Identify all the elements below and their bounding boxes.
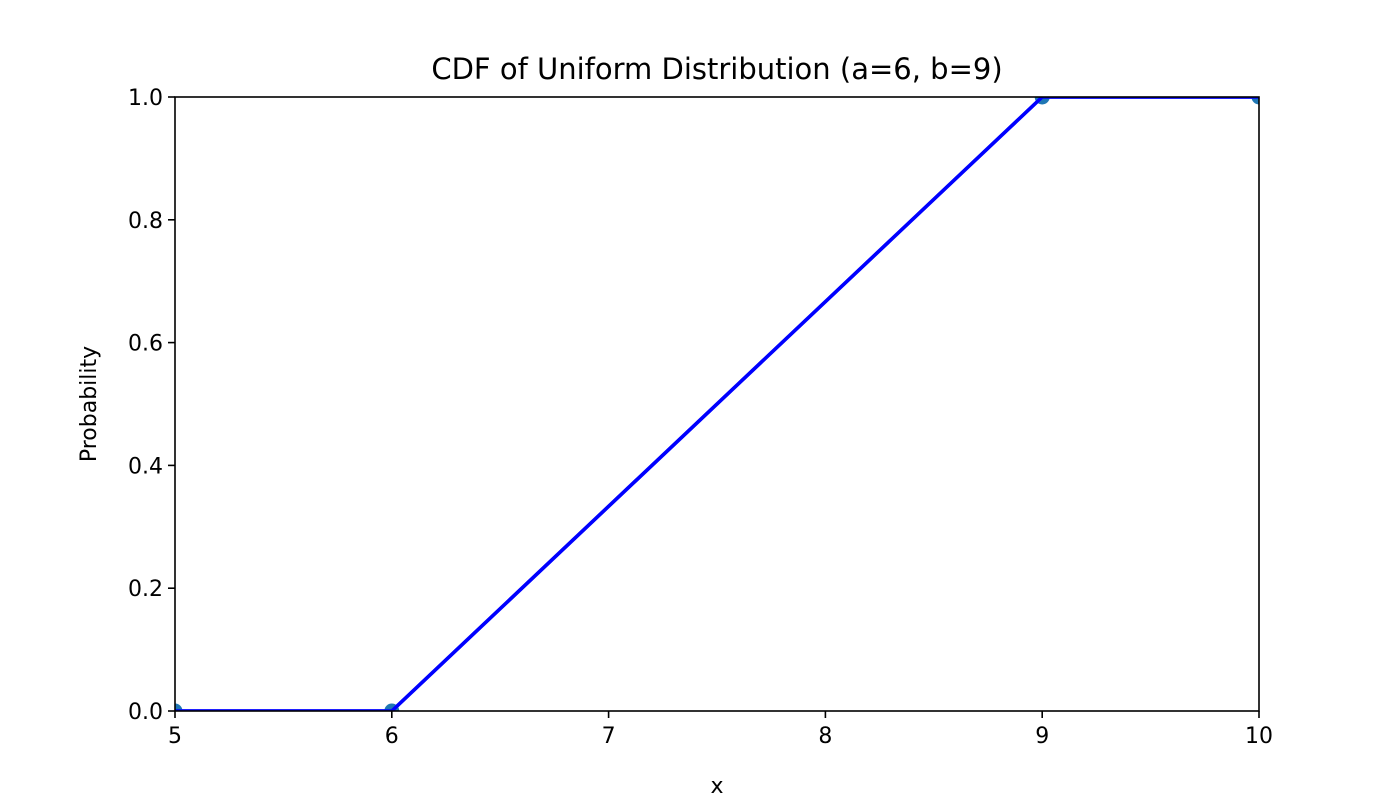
y-axis-label: Probability: [77, 346, 102, 462]
y-tick-label: 0.2: [128, 577, 163, 602]
x-tick-label: 7: [602, 724, 616, 749]
chart-title: CDF of Uniform Distribution (a=6, b=9): [431, 52, 1002, 86]
y-tick-label: 0.0: [128, 700, 163, 725]
plot-frame: [174, 96, 1260, 712]
y-tick-label: 0.6: [128, 332, 163, 357]
y-tick-label: 0.8: [128, 209, 163, 234]
cdf-line-overlay: [175, 97, 1259, 711]
y-tick-label: 0.4: [128, 454, 163, 479]
x-tick-label: 6: [385, 724, 399, 749]
data-point: [175, 703, 183, 711]
x-tick-label: 5: [168, 724, 182, 749]
x-axis-label: x: [710, 774, 723, 799]
x-tick-label: 9: [1035, 724, 1049, 749]
x-tick-label: 10: [1245, 724, 1273, 749]
y-axis: 0.0 0.2 0.4 0.6 0.8 1.0: [128, 86, 175, 725]
x-tick-label: 8: [818, 724, 832, 749]
y-tick-label: 1.0: [128, 86, 163, 111]
plot-area: [174, 96, 1260, 712]
plot-series: [175, 97, 1259, 711]
data-point: [1251, 97, 1259, 105]
x-axis: 5 6 7 8 9 10: [168, 711, 1273, 749]
